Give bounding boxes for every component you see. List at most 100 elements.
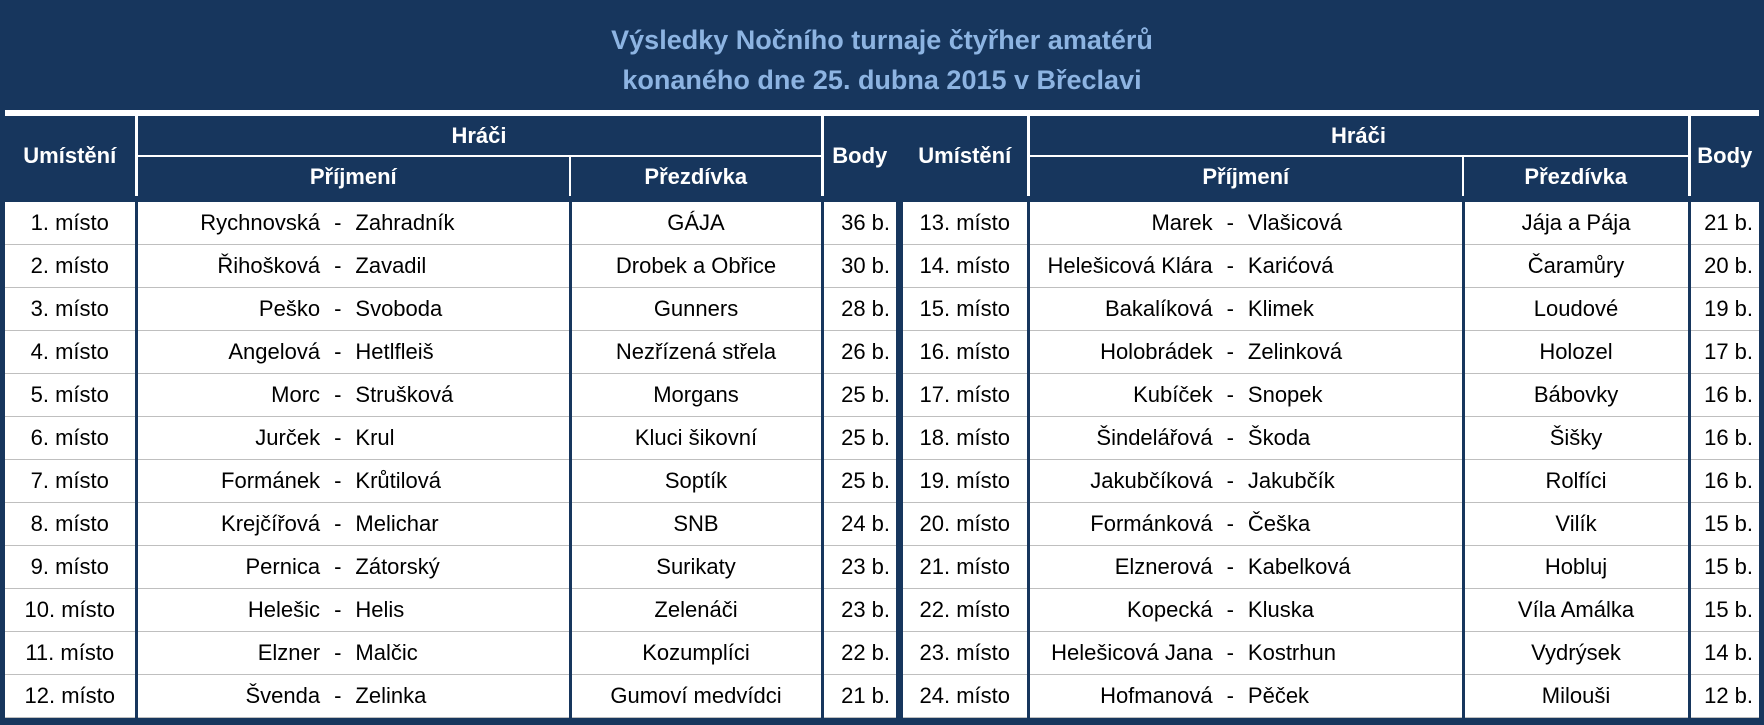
placement-cell: 15. místo: [903, 287, 1028, 331]
placement-cell: 21. místo: [903, 545, 1028, 589]
player-1-surname: Kopecká: [1126, 597, 1213, 622]
title-separator: [5, 110, 1759, 116]
nickname-cell: Vydrýsek: [1461, 631, 1690, 675]
placement-cell: 4. místo: [5, 330, 136, 374]
player-1-surname: Pernica: [245, 554, 321, 579]
placement-cell: 20. místo: [903, 502, 1028, 546]
placement-cell: 3. místo: [5, 287, 136, 331]
nickname-cell: Milouši: [1461, 674, 1690, 718]
player-1-surname: Peško: [258, 296, 321, 321]
player-1-surname: Kubíček: [1133, 382, 1213, 407]
player-2-surname: Zelinková: [1247, 339, 1343, 364]
table-row: 2. místo Řihošková - Zavadil Drobek a Obřice…: [5, 244, 897, 288]
placement-cell: 22. místo: [903, 588, 1028, 632]
header-gap: [5, 196, 897, 202]
header-surname: Příjmení: [134, 156, 570, 196]
surname-cell: Pernica - Zátorský: [134, 545, 570, 589]
table-row: 1. místo Rychnovská - Zahradník GÁJA 36 b.: [5, 202, 897, 245]
player-2-surname: Kostrhun: [1247, 640, 1336, 665]
player-separator: -: [1226, 425, 1234, 450]
player-2-surname: Pěček: [1247, 683, 1310, 708]
nickname-cell: SNB: [568, 502, 823, 546]
points-cell: 30 b.: [820, 244, 897, 288]
table-row: 20. místo Formánková - Češka Vilík 15 b.: [903, 502, 1760, 546]
placement-cell: 11. místo: [5, 631, 136, 675]
surname-cell: Formánek - Krůtilová: [134, 459, 570, 503]
header-players: Hráči: [134, 116, 823, 157]
nickname-cell: Surikaty: [568, 545, 823, 589]
player-separator: -: [1226, 511, 1234, 536]
surname-cell: Hofmanová - Pěček: [1026, 674, 1463, 718]
table-row: 22. místo Kopecká - Kluska Víla Amálka 15 b.: [903, 588, 1760, 632]
placement-cell: 19. místo: [903, 459, 1028, 503]
table-row: 23. místo Helešicová Jana - Kostrhun Vydrýse…: [903, 631, 1760, 675]
nickname-cell: Morgans: [568, 373, 823, 417]
points-cell: 22 b.: [820, 631, 897, 675]
surname-cell: Bakalíková - Klimek: [1026, 287, 1463, 331]
surname-cell: Švenda - Zelinka: [134, 674, 570, 718]
player-2-surname: Klimek: [1247, 296, 1314, 321]
player-separator: -: [1226, 253, 1234, 278]
surname-cell: Řihošková - Zavadil: [134, 244, 570, 288]
table-row: 19. místo Jakubčíková - Jakubčík Rolfíci 16 b…: [903, 459, 1760, 503]
nickname-cell: Soptík: [568, 459, 823, 503]
nickname-cell: Rolfíci: [1461, 459, 1690, 503]
player-1-surname: Formánková: [1090, 511, 1213, 536]
nickname-cell: Zelenáči: [568, 588, 823, 632]
player-1-surname: Marek: [1151, 210, 1213, 235]
placement-cell: 7. místo: [5, 459, 136, 503]
header-gap: [903, 196, 1760, 202]
results-table-left: Umístění Hráči Body Příjmení Přezdívka 1…: [5, 116, 897, 718]
placement-cell: 8. místo: [5, 502, 136, 546]
player-separator: -: [1226, 683, 1234, 708]
player-2-surname: Krul: [355, 425, 395, 450]
surname-cell: Marek - Vlašicová: [1026, 202, 1463, 245]
player-1-surname: Morc: [271, 382, 321, 407]
placement-cell: 24. místo: [903, 674, 1028, 718]
header-nickname: Přezdívka: [568, 156, 823, 196]
points-cell: 21 b.: [820, 674, 897, 718]
player-2-surname: Helis: [355, 597, 405, 622]
placement-cell: 12. místo: [5, 674, 136, 718]
player-1-surname: Jakubčíková: [1090, 468, 1213, 493]
table-row: 4. místo Angelová - Hetlfleiš Nezřízená stře…: [5, 330, 897, 374]
points-cell: 20 b.: [1687, 244, 1760, 288]
player-2-surname: Svoboda: [355, 296, 443, 321]
nickname-cell: Kozumplíci: [568, 631, 823, 675]
player-1-surname: Elznerová: [1114, 554, 1213, 579]
table-divider: [896, 116, 903, 720]
placement-cell: 6. místo: [5, 416, 136, 460]
player-separator: -: [334, 296, 342, 321]
nickname-cell: Bábovky: [1461, 373, 1690, 417]
table-row: 17. místo Kubíček - Snopek Bábovky 16 b.: [903, 373, 1760, 417]
player-1-surname: Helešicová Klára: [1047, 253, 1213, 278]
player-separator: -: [334, 253, 342, 278]
player-1-surname: Jurček: [255, 425, 321, 450]
surname-cell: Helešicová Klára - Karićová: [1026, 244, 1463, 288]
header-surname: Příjmení: [1026, 156, 1463, 196]
table-row: 13. místo Marek - Vlašicová Jája a Pája 21 b.: [903, 202, 1760, 245]
player-2-surname: Zátorský: [355, 554, 440, 579]
header-points: Body: [820, 116, 897, 196]
placement-cell: 17. místo: [903, 373, 1028, 417]
nickname-cell: Loudové: [1461, 287, 1690, 331]
player-separator: -: [334, 382, 342, 407]
surname-cell: Holobrádek - Zelinková: [1026, 330, 1463, 374]
nickname-cell: Vilík: [1461, 502, 1690, 546]
player-separator: -: [334, 339, 342, 364]
points-cell: 16 b.: [1687, 373, 1760, 417]
player-1-surname: Rychnovská: [200, 210, 321, 235]
header-placement: Umístění: [5, 116, 136, 196]
player-separator: -: [1226, 554, 1234, 579]
surname-cell: Kopecká - Kluska: [1026, 588, 1463, 632]
points-cell: 21 b.: [1687, 202, 1760, 245]
points-cell: 12 b.: [1687, 674, 1760, 718]
title-line-2: konaného dne 25. dubna 2015 v Břeclavi: [622, 65, 1142, 95]
table-row: 21. místo Elznerová - Kabelková Hobluj 15 b.: [903, 545, 1760, 589]
page-title: Výsledky Nočního turnaje čtyřher amatérů…: [0, 0, 1764, 110]
table-row: 24. místo Hofmanová - Pěček Milouši 12 b.: [903, 674, 1760, 718]
player-separator: -: [334, 425, 342, 450]
nickname-cell: Víla Amálka: [1461, 588, 1690, 632]
player-2-surname: Češka: [1247, 511, 1311, 536]
player-1-surname: Hofmanová: [1100, 683, 1213, 708]
